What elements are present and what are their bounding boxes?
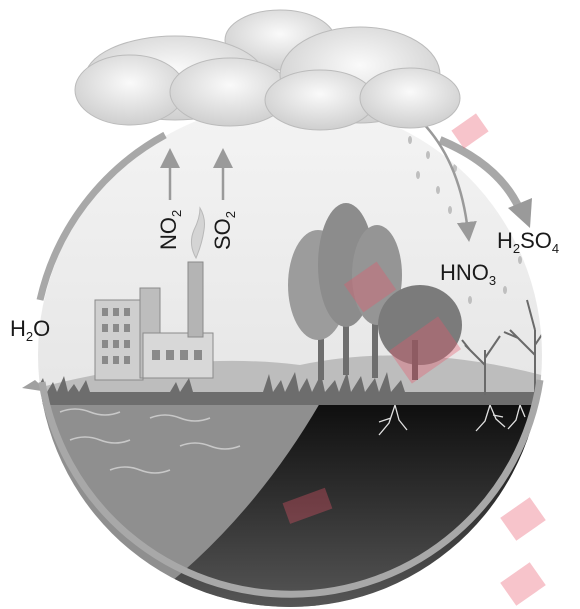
label-hno3: HNO3 — [440, 260, 497, 288]
arrow-icon — [508, 198, 532, 228]
label-no2-sub: 2 — [169, 209, 184, 217]
grass — [38, 372, 542, 405]
root-icon — [378, 404, 526, 436]
chimney-icon — [187, 261, 204, 338]
rain-arrow — [438, 136, 524, 212]
label-h2so4-sub1: 2 — [512, 241, 521, 256]
label-so2-base: SO — [210, 218, 235, 250]
label-no2-base: NO — [156, 217, 181, 250]
label-so2: SO2 — [210, 210, 238, 250]
cycle-bottom-arrow — [38, 379, 544, 598]
label-h2so4-sub2: 4 — [551, 241, 560, 256]
label-h2o-post: O — [33, 316, 51, 341]
tree-icon — [288, 203, 462, 380]
factory-icon — [94, 261, 214, 381]
label-no2: NO2 — [156, 209, 184, 250]
label-h2so4: H2SO4 — [497, 228, 560, 256]
hno3-arrow — [419, 119, 477, 242]
label-h2so4-mid: SO — [520, 228, 552, 253]
watermark — [282, 113, 546, 606]
label-h2o: H2O — [10, 316, 51, 344]
water-ripples — [59, 408, 241, 474]
label-hno3-sub: 3 — [488, 273, 497, 288]
smoke-icon — [190, 206, 205, 260]
dead-tree-icon — [461, 299, 542, 395]
label-so2-sub: 2 — [223, 210, 238, 219]
cloud-icon — [74, 9, 461, 131]
evaporation-arrow — [36, 131, 167, 301]
label-h2o-pre: H — [10, 316, 26, 341]
label-h2so4-pre: H — [497, 228, 513, 253]
label-h2o-sub: 2 — [25, 329, 34, 344]
label-hno3-base: HNO — [440, 260, 489, 285]
